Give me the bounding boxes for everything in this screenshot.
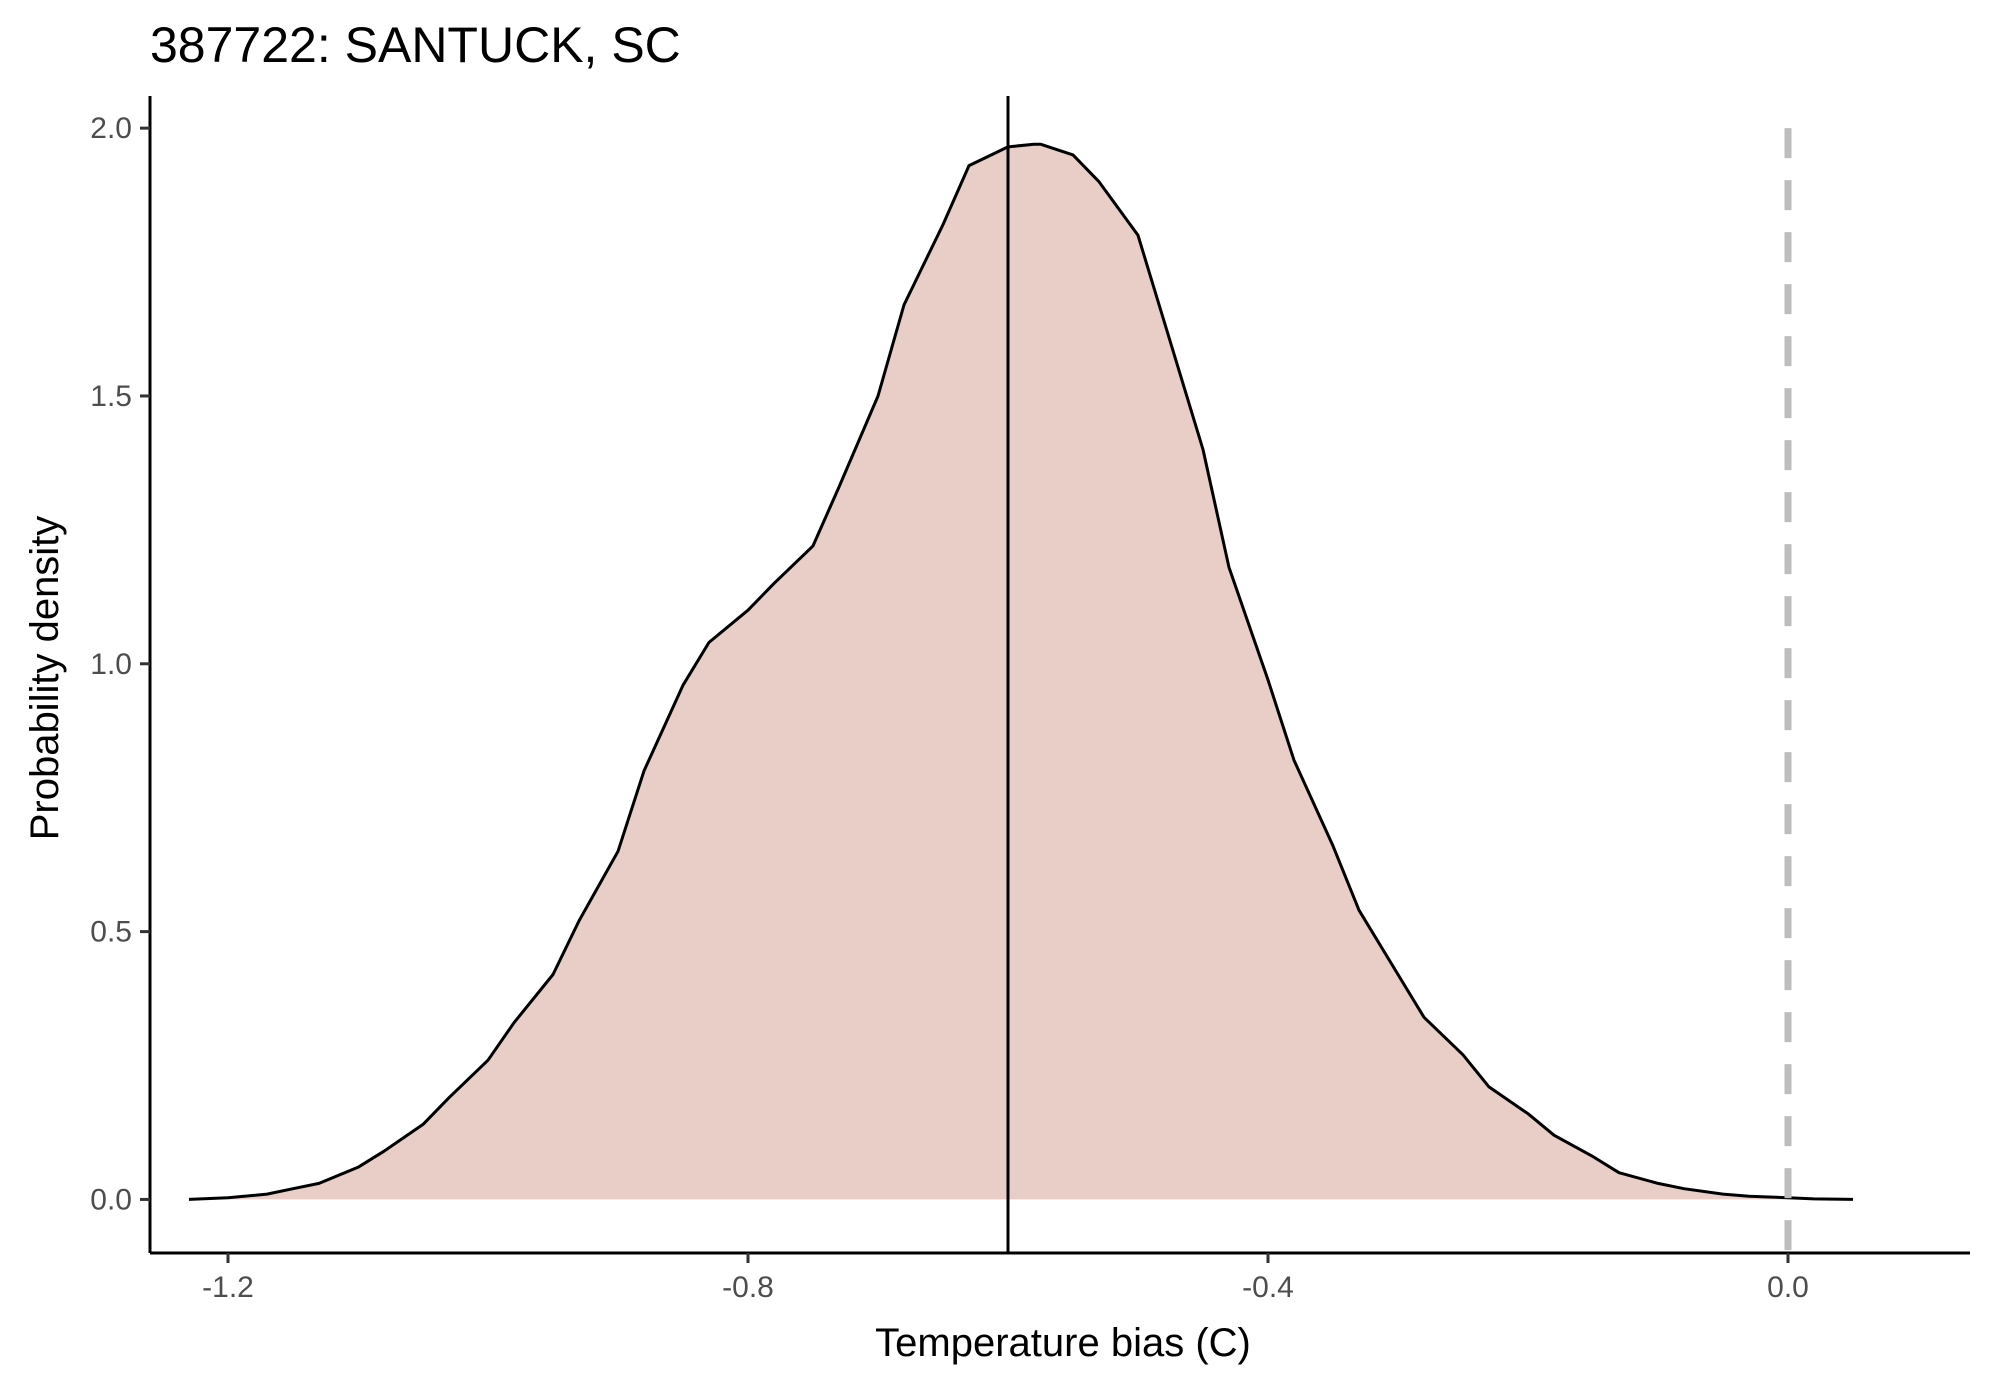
y-tick-label: 1.0 (90, 648, 132, 681)
y-axis-ticks: 0.0 0.5 1.0 1.5 2.0 (90, 112, 150, 1216)
x-tick-label: -0.4 (1242, 1271, 1294, 1304)
y-tick-label: 0.0 (90, 1183, 132, 1216)
x-axis-ticks: -1.2 -0.8 -0.4 0.0 (202, 1253, 1809, 1304)
chart-title: 387722: SANTUCK, SC (150, 17, 681, 73)
y-tick-label: 0.5 (90, 916, 132, 949)
x-tick-label: -0.8 (722, 1271, 774, 1304)
density-curve (188, 142, 1854, 1201)
y-axis-title: Probability density (23, 516, 67, 841)
x-tick-label: -1.2 (202, 1271, 254, 1304)
y-tick-label: 2.0 (90, 112, 132, 145)
x-tick-label: 0.0 (1767, 1271, 1809, 1304)
x-axis-title: Temperature bias (C) (875, 1321, 1251, 1365)
density-area (189, 144, 1853, 1200)
y-tick-label: 1.5 (90, 380, 132, 413)
